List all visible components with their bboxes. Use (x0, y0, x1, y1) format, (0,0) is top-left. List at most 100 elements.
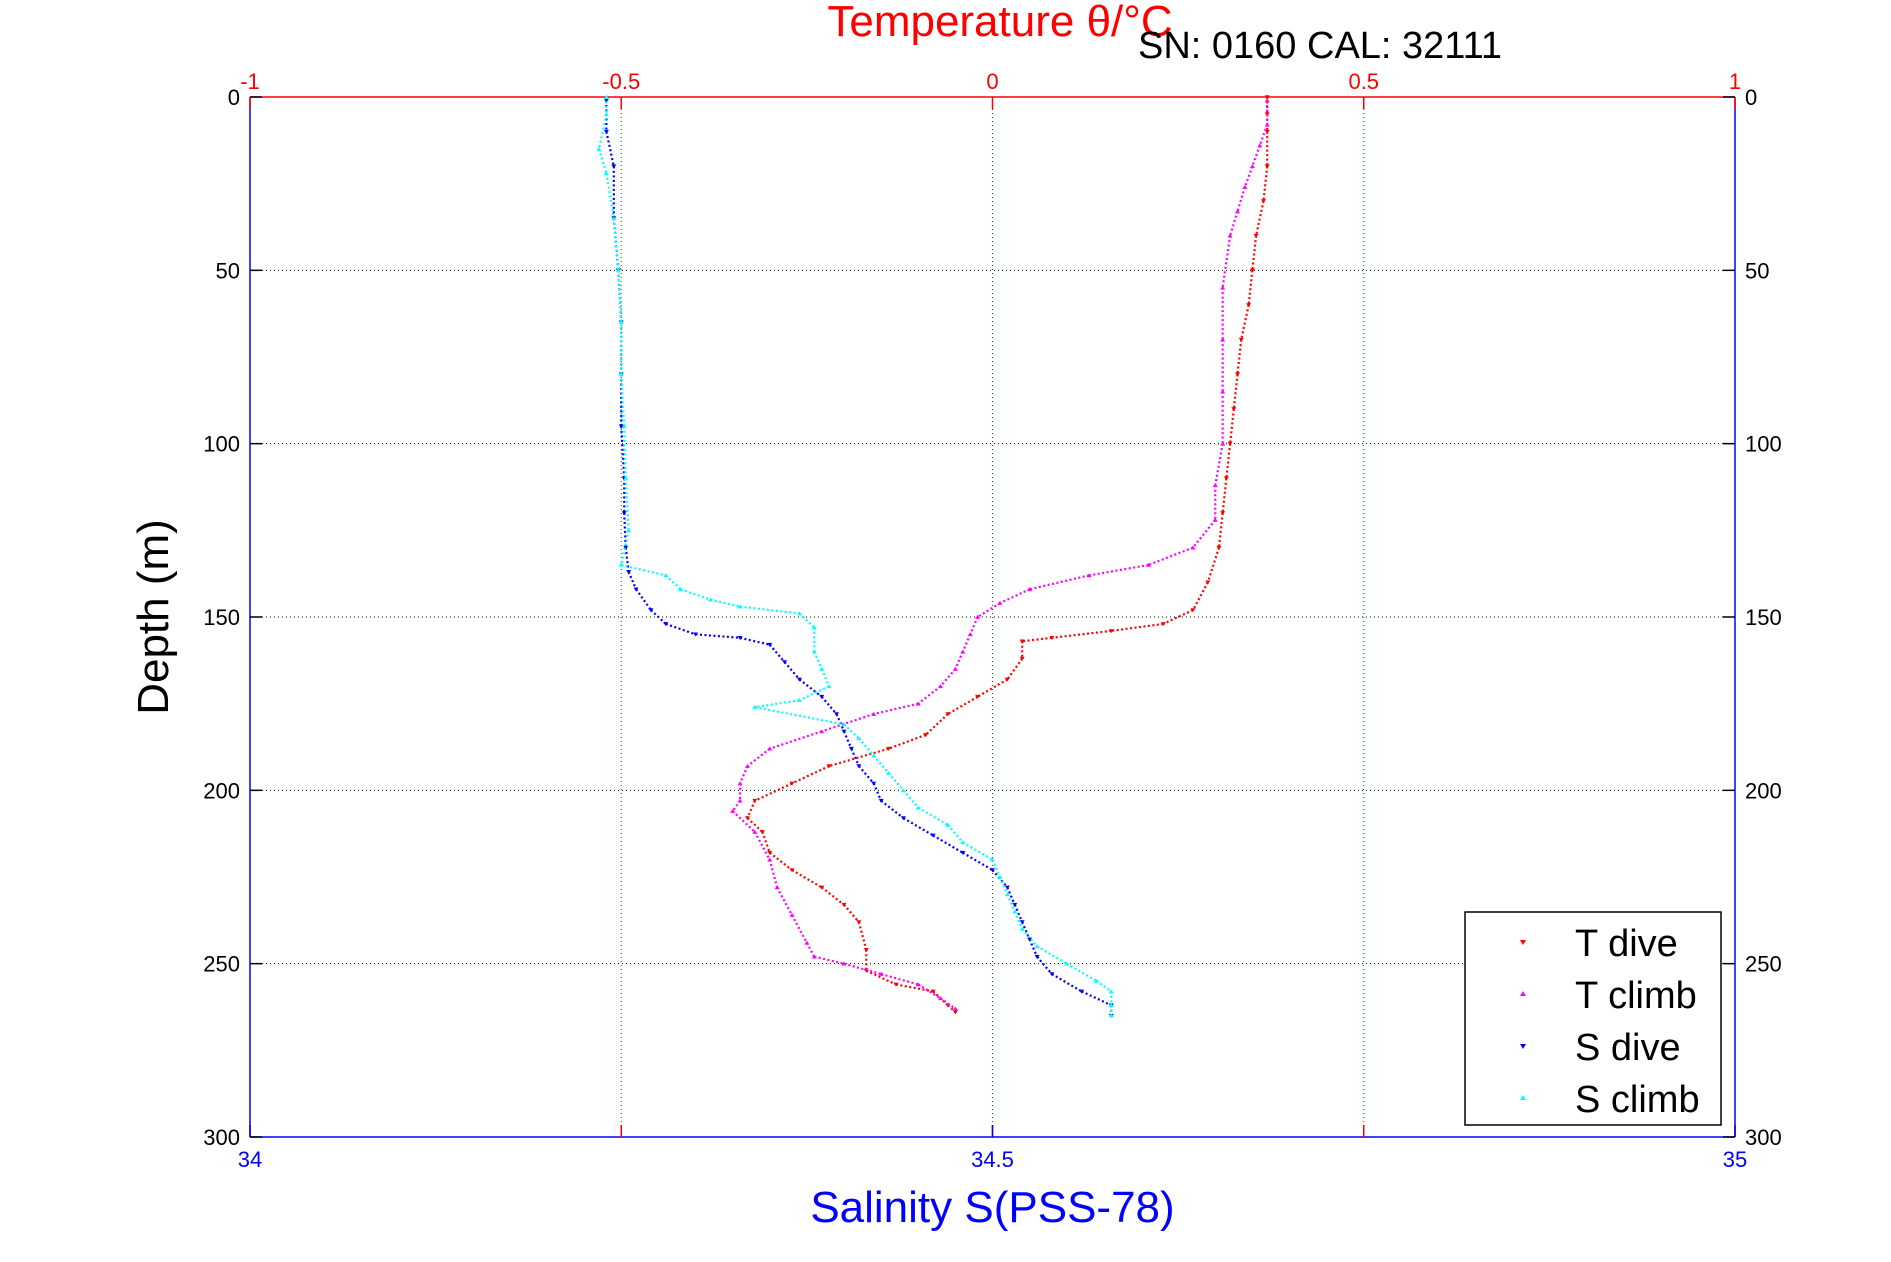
series-trace (1081, 990, 1112, 1007)
series-trace (1051, 629, 1112, 639)
data-point (952, 1006, 958, 1011)
series-trace (739, 605, 800, 615)
series-trace (939, 668, 957, 688)
series-trace (1251, 145, 1261, 167)
axes: -1 -0.5 0 0.5 1 34 34.5 35 0 0 50 50 100 100 150 150 200… (203, 69, 1781, 1172)
series-t-dive (744, 95, 1270, 1015)
top-tick-label: -1 (240, 69, 260, 94)
y-tick-label-right: 250 (1745, 952, 1782, 977)
series-trace (991, 869, 1009, 889)
series-trace (710, 598, 741, 608)
data-point (811, 625, 817, 630)
series-trace (820, 668, 831, 687)
series-trace (842, 730, 853, 750)
series-trace (791, 765, 830, 785)
series-trace (813, 651, 823, 670)
data-point (615, 268, 621, 273)
series-trace (1006, 657, 1024, 681)
series-trace (820, 696, 838, 715)
series-trace (612, 218, 620, 271)
y-axis-title: Depth (m) (129, 519, 178, 715)
series-trace (597, 148, 608, 174)
series-trace (947, 1004, 957, 1014)
series-trace (605, 173, 615, 219)
series-trace (1036, 945, 1068, 965)
series-layer (596, 94, 1270, 1018)
series-trace (731, 800, 741, 812)
series-trace (769, 730, 823, 750)
data-point (1108, 1003, 1114, 1008)
data-point (618, 320, 624, 325)
series-trace (1251, 235, 1258, 271)
series-trace (620, 563, 667, 577)
series-trace (1236, 186, 1247, 212)
series-trace (753, 831, 771, 861)
y-tick-label-right: 50 (1745, 258, 1769, 283)
legend-marker (1520, 1044, 1526, 1049)
series-trace (977, 602, 1001, 618)
bottom-tick-label: 34.5 (971, 1147, 1014, 1172)
series-trace (612, 218, 620, 271)
series-trace (873, 702, 919, 716)
series-trace (1243, 165, 1254, 188)
grid (250, 97, 1735, 1137)
series-trace (623, 512, 627, 548)
series-trace (843, 723, 860, 740)
series-trace (857, 921, 868, 951)
data-point (1264, 98, 1270, 103)
data-point (603, 171, 609, 176)
series-trace (977, 678, 1008, 698)
series-trace (821, 886, 845, 906)
series-trace (1255, 200, 1265, 236)
data-point (1220, 389, 1226, 394)
series-trace (939, 997, 957, 1010)
data-point (1220, 337, 1226, 342)
series-trace (1221, 235, 1232, 288)
data-point (618, 372, 624, 377)
legend-label: S dive (1575, 1027, 1681, 1069)
series-trace (954, 651, 964, 670)
series-trace (902, 817, 934, 837)
series-trace (1232, 374, 1239, 410)
y-tick-label-left: 300 (203, 1125, 240, 1150)
series-trace (999, 588, 1031, 605)
series-trace (739, 765, 749, 784)
series-trace (1247, 270, 1254, 306)
series-trace (821, 713, 875, 733)
series-trace (1051, 973, 1083, 993)
series-trace (1262, 166, 1269, 202)
series-trace (731, 810, 756, 833)
series-trace (620, 530, 630, 566)
top-tick-label: 0 (986, 69, 998, 94)
data-point (1212, 483, 1218, 488)
series-trace (627, 571, 638, 590)
data-point (952, 1010, 958, 1015)
legend-label: T dive (1575, 923, 1678, 965)
legend-box (1464, 911, 1722, 1126)
series-trace (798, 678, 823, 698)
series-s-dive (603, 98, 1114, 1018)
series-trace (746, 747, 771, 767)
series-trace (962, 851, 994, 872)
series-trace (902, 789, 920, 809)
series-trace (761, 831, 771, 854)
bottom-tick-label: 35 (1723, 1147, 1747, 1172)
series-trace (961, 633, 972, 653)
bottom-axis-title: Salinity S(PSS-78) (810, 1183, 1174, 1232)
data-point (621, 424, 627, 429)
series-trace (1240, 304, 1250, 340)
series-trace (843, 962, 882, 976)
series-trace (746, 800, 756, 819)
series-trace (887, 772, 905, 792)
y-tick-label-left: 200 (203, 778, 240, 803)
top-axis-title: Temperature θ/°C (827, 0, 1172, 46)
series-trace (991, 859, 1001, 878)
legend: T dive T climb S dive S climb (1464, 911, 1722, 1126)
series-trace (1021, 921, 1031, 940)
series-trace (858, 737, 875, 757)
series-trace (858, 765, 875, 785)
top-tick-label: 1 (1729, 69, 1741, 94)
y-tick-label-right: 300 (1745, 1125, 1782, 1150)
series-trace (791, 869, 823, 889)
